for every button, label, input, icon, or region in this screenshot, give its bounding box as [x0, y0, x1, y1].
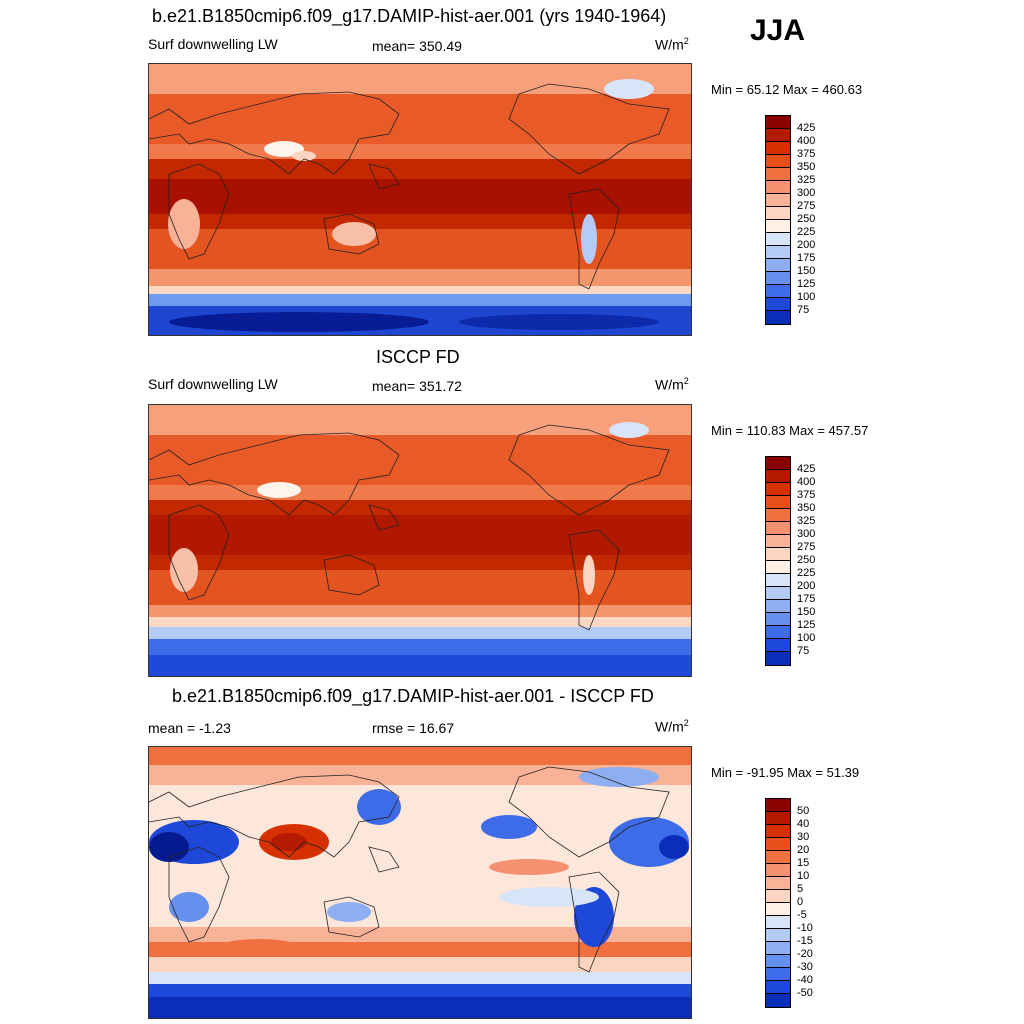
- colorbar-tick-label: -10: [797, 922, 813, 934]
- colorbar-tick-label: 275: [797, 541, 816, 553]
- colorbar-tick-label: 5: [797, 883, 804, 895]
- colorbar-tick-label: -40: [797, 974, 813, 986]
- colorbar-tick-label: -30: [797, 961, 813, 973]
- colorbar-tick-label: 15: [797, 857, 810, 869]
- colorbar-tick-label: 375: [797, 489, 816, 501]
- colorbar-tick-label: -50: [797, 987, 813, 999]
- colorbar-tick-label: 125: [797, 278, 816, 290]
- panel1-colorbar: [765, 115, 791, 325]
- panel1-title: b.e21.B1850cmip6.f09_g17.DAMIP-hist-aer.…: [152, 6, 667, 26]
- panel2-units: W/m2: [655, 376, 689, 393]
- panel2-mean-label: mean= 351.72: [372, 378, 462, 394]
- panel3-title: b.e21.B1850cmip6.f09_g17.DAMIP-hist-aer.…: [172, 686, 654, 706]
- colorbar-tick-label: 100: [797, 291, 816, 303]
- colorbar-tick-label: -15: [797, 935, 813, 947]
- colorbar-tick-label: 40: [797, 818, 810, 830]
- colorbar-tick-label: 50: [797, 805, 810, 817]
- colorbar-tick-label: 325: [797, 515, 816, 527]
- panel3-colorbar: [765, 798, 791, 1008]
- colorbar-tick-label: 0: [797, 896, 804, 908]
- colorbar-tick-label: 175: [797, 252, 816, 264]
- colorbar-tick-label: 175: [797, 593, 816, 605]
- colorbar-tick-label: 250: [797, 213, 816, 225]
- panel1-map: [148, 63, 692, 336]
- colorbar-tick-label: 75: [797, 645, 810, 657]
- colorbar-tick-label: -5: [797, 909, 807, 921]
- colorbar-tick-label: 150: [797, 606, 816, 618]
- colorbar-tick-label: 350: [797, 161, 816, 173]
- colorbar-tick-label: 30: [797, 831, 810, 843]
- colorbar-tick-label: 375: [797, 148, 816, 160]
- colorbar-tick-label: 10: [797, 870, 810, 882]
- colorbar-tick-label: 250: [797, 554, 816, 566]
- colorbar-tick-label: 350: [797, 502, 816, 514]
- colorbar-tick-label: 225: [797, 226, 816, 238]
- colorbar-tick-label: 200: [797, 239, 816, 251]
- panel3-rmse-label: rmse = 16.67: [372, 720, 455, 736]
- panel1-units: W/m2: [655, 36, 689, 53]
- panel1-variable-label: Surf downwelling LW: [148, 36, 278, 52]
- panel3-map: [148, 746, 692, 1019]
- colorbar-tick-label: 20: [797, 844, 810, 856]
- panel2-colorbar: [765, 456, 791, 666]
- colorbar-tick-label: 75: [797, 304, 810, 316]
- panel3-minmax: Min = -91.95 Max = 51.39: [711, 765, 860, 780]
- colorbar-tick-label: 300: [797, 528, 816, 540]
- colorbar-tick-label: 225: [797, 567, 816, 579]
- colorbar-tick-label: 150: [797, 265, 816, 277]
- colorbar-tick-label: -20: [797, 948, 813, 960]
- colorbar-tick-label: 100: [797, 632, 816, 644]
- panel3-units: W/m2: [655, 718, 689, 735]
- colorbar-tick-label: 300: [797, 187, 816, 199]
- colorbar-tick-label: 125: [797, 619, 816, 631]
- colorbar-tick-label: 325: [797, 174, 816, 186]
- colorbar-tick-label: 400: [797, 135, 816, 147]
- panel2-title: ISCCP FD: [376, 347, 460, 367]
- colorbar-tick-label: 425: [797, 463, 816, 475]
- colorbar-tick-label: 425: [797, 122, 816, 134]
- colorbar-tick-label: 400: [797, 476, 816, 488]
- panel2-variable-label: Surf downwelling LW: [148, 376, 278, 392]
- season-label: JJA: [750, 14, 806, 47]
- panel2-minmax: Min = 110.83 Max = 457.57: [711, 423, 869, 438]
- panel2-map: [148, 404, 692, 677]
- colorbar-tick-label: 200: [797, 580, 816, 592]
- panel1-mean-label: mean= 350.49: [372, 38, 462, 54]
- panel3-mean-label: mean = -1.23: [148, 720, 231, 736]
- panel1-minmax: Min = 65.12 Max = 460.63: [711, 82, 863, 97]
- colorbar-tick-label: 275: [797, 200, 816, 212]
